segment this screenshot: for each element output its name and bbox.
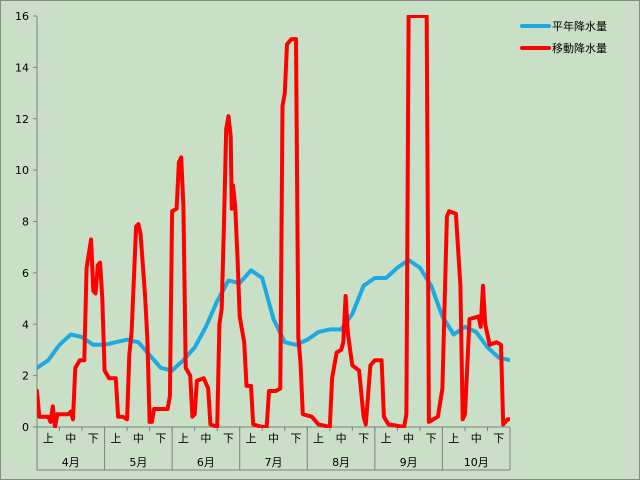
y-tick-label: 4 [22,318,29,331]
legend-label-2: 移動降水量 [552,41,607,55]
x-subperiod-label: 中 [133,432,144,445]
series-line-2 [37,15,510,428]
x-month-label: 10月 [464,456,489,469]
x-month-label: 5月 [129,456,147,469]
x-subperiod-label: 中 [65,432,76,445]
x-subperiod-label: 上 [381,432,392,445]
x-subperiod-label: 下 [493,432,504,445]
y-tick-label: 16 [15,10,29,23]
x-subperiod-label: 中 [200,432,211,445]
y-tick-label: 6 [22,267,29,280]
y-tick-label: 12 [15,113,29,126]
x-subperiod-label: 中 [403,432,414,445]
x-subperiod-label: 中 [336,432,347,445]
x-subperiod-label: 上 [110,432,121,445]
y-tick-label: 2 [22,370,29,383]
x-subperiod-label: 上 [245,432,256,445]
x-subperiod-label: 上 [313,432,324,445]
x-subperiod-label: 下 [155,432,166,445]
legend-label-1: 平年降水量 [552,19,607,33]
x-subperiod-label: 下 [426,432,437,445]
x-subperiod-label: 上 [448,432,459,445]
x-month-label: 6月 [197,456,215,469]
plot-area [37,16,510,427]
x-month-label: 9月 [400,456,418,469]
y-tick-label: 8 [22,216,29,229]
series-line-1 [37,258,510,373]
x-subperiod-label: 上 [43,432,54,445]
x-month-label: 7月 [265,456,283,469]
x-subperiod-label: 下 [291,432,302,445]
x-subperiod-label: 下 [88,432,99,445]
x-subperiod-label: 下 [223,432,234,445]
x-subperiod-label: 下 [358,432,369,445]
x-subperiod-label: 中 [471,432,482,445]
y-tick-label: 0 [22,421,29,434]
x-subperiod-label: 中 [268,432,279,445]
y-tick-label: 14 [15,61,29,74]
x-subperiod-label: 上 [178,432,189,445]
x-month-label: 8月 [332,456,350,469]
x-month-label: 4月 [62,456,80,469]
y-tick-label: 10 [15,164,29,177]
